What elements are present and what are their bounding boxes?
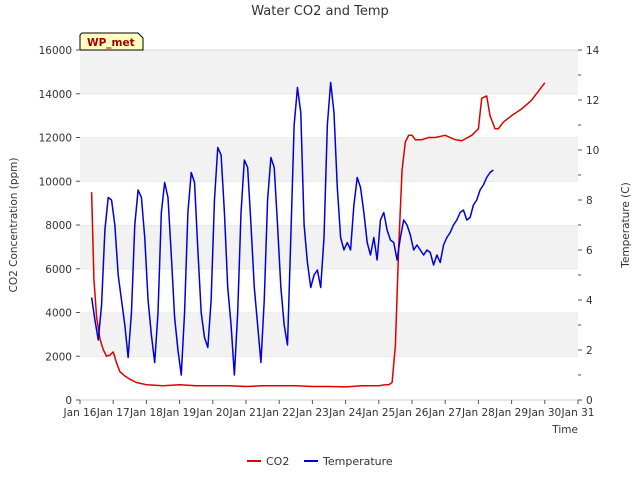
- x-tick-label: Jan 27: [428, 407, 462, 419]
- station-badge-label: WP_met: [87, 37, 135, 49]
- y-right-tick-label: 0: [586, 395, 593, 407]
- x-tick-label: Jan 25: [361, 407, 395, 419]
- x-tick-label: Jan 31: [561, 407, 595, 419]
- x-tick-label: Jan 29: [494, 407, 528, 419]
- y-right-tick-label: 8: [586, 195, 593, 207]
- grid-band: [80, 50, 578, 94]
- axes: 0 2000 4000 6000 8000 10000 12000 14000 16000 0 2 4…: [39, 45, 600, 419]
- y-right-tick-label: 14: [586, 45, 600, 57]
- chart-title: Water CO2 and Temp: [251, 4, 389, 19]
- y-right-tick-label: 2: [586, 345, 593, 357]
- y-left-tick-label: 4000: [45, 308, 72, 320]
- x-tick-label: Jan 21: [229, 407, 263, 419]
- x-tick-label: Jan 24: [328, 407, 362, 419]
- grid-band: [80, 225, 578, 269]
- y-axis-left-label: CO2 Concentration (ppm): [8, 158, 20, 293]
- y-left-tick-label: 12000: [39, 133, 72, 145]
- y-right-tick-label: 10: [586, 145, 599, 157]
- x-tick-label: Jan 16: [63, 407, 97, 419]
- y-left-tick-label: 8000: [45, 220, 72, 232]
- temperature-series-line: [90, 81, 494, 376]
- x-tick-label: Jan 22: [262, 407, 296, 419]
- x-tick-label: Jan 23: [295, 407, 329, 419]
- station-badge-box: [79, 32, 144, 51]
- co2-series-line: [90, 82, 546, 388]
- grid-band: [80, 268, 578, 313]
- y-left-tick-label: 2000: [45, 351, 72, 363]
- series-lines: [90, 81, 546, 388]
- y-left-tick-label: 6000: [45, 264, 72, 276]
- y-left-tick-label: 10000: [39, 176, 72, 188]
- station-badge: WP_met: [79, 32, 144, 51]
- y-right-tick-label: 4: [586, 295, 593, 307]
- x-tick-label: Jan 20: [195, 407, 229, 419]
- y-left-tick-label: 0: [65, 395, 72, 407]
- grid-band: [80, 312, 578, 357]
- x-axis-label: Time: [551, 424, 578, 436]
- y-axis-right-label: Temperature (C): [620, 182, 632, 268]
- x-tick-label: Jan 19: [162, 407, 196, 419]
- y-left-tick-label: 14000: [39, 89, 72, 101]
- x-tick-label: Jan 28: [461, 407, 495, 419]
- legend-temperature-label: Temperature: [322, 455, 393, 468]
- legend: CO2 Temperature: [247, 455, 393, 468]
- grid-band: [80, 181, 578, 225]
- legend-co2-label: CO2: [266, 455, 289, 468]
- y-left-tick-label: 16000: [39, 45, 72, 57]
- grid-band: [80, 356, 578, 400]
- x-tick-label: Jan 30: [527, 407, 561, 419]
- y-right-tick-label: 6: [586, 245, 593, 257]
- x-tick-label: Jan 18: [129, 407, 163, 419]
- x-tick-label: Jan 17: [96, 407, 130, 419]
- y-right-tick-label: 12: [586, 95, 599, 107]
- grid-bands: [80, 49, 578, 400]
- grid-band: [80, 137, 578, 182]
- x-tick-label: Jan 26: [395, 407, 429, 419]
